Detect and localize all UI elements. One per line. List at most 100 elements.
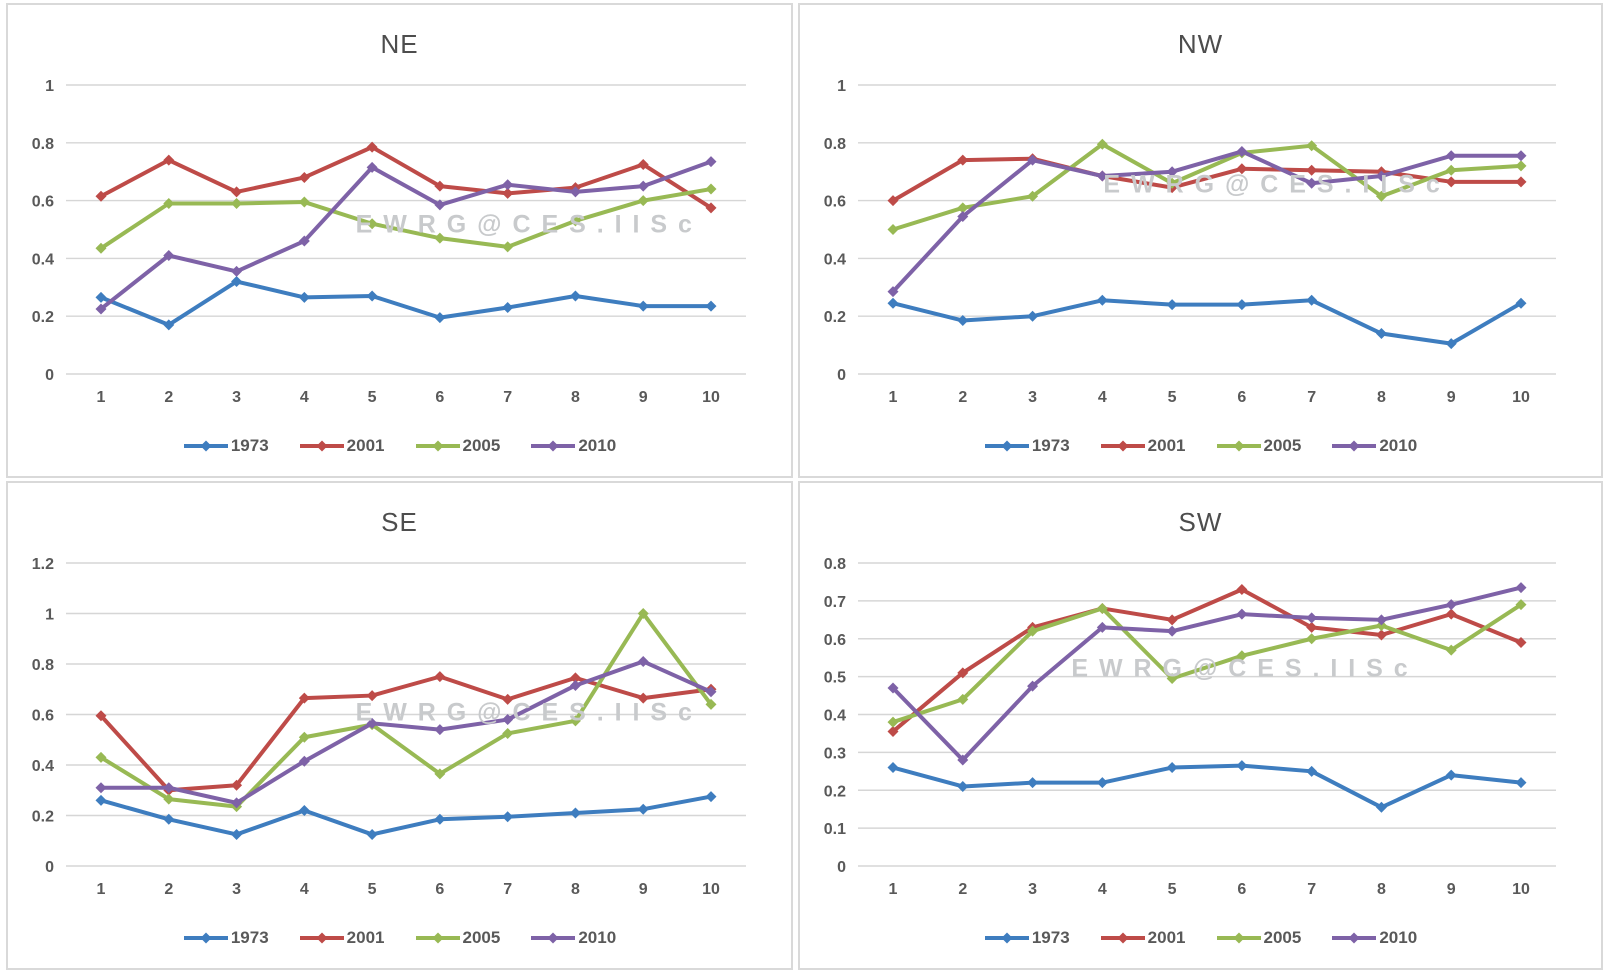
- data-point-marker: [1306, 164, 1318, 176]
- data-point-marker: [434, 813, 446, 825]
- y-axis-tick-label: 0.4: [824, 251, 846, 268]
- legend-marker-icon: [299, 932, 344, 944]
- data-point-marker: [298, 755, 310, 767]
- chart-title-nw: NW: [1177, 29, 1224, 59]
- series-line: [99, 674, 713, 793]
- data-point-marker: [569, 215, 581, 227]
- data-point-marker: [1375, 629, 1387, 641]
- data-point-marker: [502, 811, 514, 823]
- data-point-marker: [434, 232, 446, 244]
- data-point-marker: [957, 754, 969, 766]
- chart-legend-nw: 1973 2001 2005 2010: [800, 436, 1601, 456]
- data-point-marker: [1515, 297, 1527, 309]
- data-point-marker: [434, 671, 446, 683]
- data-point-marker: [1096, 170, 1108, 182]
- data-point-marker: [1166, 673, 1178, 685]
- x-axis-tick-label: 6: [435, 389, 444, 406]
- x-axis-tick-label: 5: [1168, 881, 1177, 898]
- data-point-marker: [1236, 145, 1248, 157]
- chart-title-se: SE: [381, 507, 418, 537]
- data-point-marker: [569, 679, 581, 691]
- data-point-marker: [502, 179, 514, 191]
- data-point-marker: [705, 686, 717, 698]
- data-point-marker: [957, 210, 969, 222]
- data-point-marker: [569, 715, 581, 727]
- data-point-marker: [231, 276, 243, 288]
- data-point-marker: [1515, 176, 1527, 188]
- series-1973: [887, 760, 1527, 813]
- legend-marker-icon: [415, 440, 460, 452]
- y-axis-tick-label: 0: [45, 367, 54, 384]
- data-point-marker: [231, 186, 243, 198]
- data-point-marker: [434, 180, 446, 192]
- legend-label: 2010: [1379, 928, 1418, 947]
- x-axis-tick-label: 8: [1377, 389, 1386, 406]
- data-point-marker: [95, 242, 107, 254]
- data-point-marker: [1306, 612, 1318, 624]
- y-axis-tick-label: 0.2: [32, 809, 54, 826]
- data-point-marker: [705, 698, 717, 710]
- legend-marker-icon: [531, 440, 576, 452]
- x-axis-tick-label: 10: [1512, 389, 1530, 406]
- data-point-marker: [1515, 599, 1527, 611]
- data-point-marker: [1027, 310, 1039, 322]
- data-point-marker: [1027, 680, 1039, 692]
- data-point-marker: [637, 195, 649, 207]
- legend-marker-icon: [183, 932, 228, 944]
- line-chart-ne: 0 0.2 0.4 0.6 0.8 1 1 2 3 4 5 6 7 8 9 10: [32, 78, 746, 406]
- x-axis-tick-label: 7: [1307, 389, 1316, 406]
- data-point-marker: [1236, 163, 1248, 175]
- y-axis-tick-label: 0.4: [32, 758, 54, 775]
- data-point-marker: [1096, 602, 1108, 614]
- data-point-marker: [366, 141, 378, 153]
- data-point-marker: [1027, 777, 1039, 789]
- x-axis-tick-label: 3: [232, 389, 241, 406]
- line-chart-nw: 0 0.2 0.4 0.6 0.8 1 1 2 3 4 5 6 7 8 9 10: [824, 78, 1556, 406]
- series-2010: [95, 655, 717, 809]
- data-point-marker: [1096, 621, 1108, 633]
- data-point-marker: [1236, 760, 1248, 772]
- y-axis-tick-label: 0: [837, 859, 846, 876]
- series-line: [891, 587, 1523, 734]
- data-point-marker: [298, 235, 310, 247]
- data-point-marker: [569, 672, 581, 684]
- legend-item-1973: 1973: [984, 436, 1070, 456]
- x-axis-tick-label: 10: [702, 389, 720, 406]
- legend-marker-icon: [1332, 932, 1377, 944]
- data-point-marker: [502, 302, 514, 314]
- y-axis-tick-label: 1: [45, 607, 54, 624]
- x-axis-tick-label: 4: [1098, 881, 1107, 898]
- x-axis-tick-label: 3: [232, 881, 241, 898]
- legend-item-1973: 1973: [183, 928, 269, 948]
- x-axis-tick-label: 10: [1512, 881, 1530, 898]
- legend-label: 1973: [1031, 928, 1070, 947]
- data-point-marker: [957, 315, 969, 327]
- y-axis-tick-label: 0.4: [824, 708, 846, 725]
- data-point-marker: [1375, 801, 1387, 813]
- data-point-marker: [95, 303, 107, 315]
- x-axis-tick-label: 3: [1028, 881, 1037, 898]
- series-2001: [887, 584, 1527, 738]
- x-axis-tick-label: 7: [503, 881, 512, 898]
- x-axis-tick-label: 2: [958, 389, 967, 406]
- data-point-marker: [502, 187, 514, 199]
- data-point-marker: [1096, 138, 1108, 150]
- legend-marker-icon: [415, 932, 460, 944]
- data-point-marker: [231, 797, 243, 809]
- data-point-marker: [887, 762, 899, 774]
- data-point-marker: [231, 779, 243, 791]
- series-2010: [887, 582, 1527, 766]
- data-point-marker: [366, 690, 378, 702]
- legend-label: 2001: [346, 928, 385, 947]
- legend-item-2010: 2010: [1331, 436, 1417, 456]
- data-point-marker: [957, 667, 969, 679]
- data-point-marker: [1236, 584, 1248, 596]
- legend-label: 1973: [230, 436, 269, 455]
- data-point-marker: [957, 780, 969, 792]
- x-axis-tick-label: 4: [300, 881, 309, 898]
- data-point-marker: [1166, 177, 1178, 189]
- legend-item-2005: 2005: [1216, 928, 1301, 948]
- data-point-marker: [298, 196, 310, 208]
- chart-title-sw: SW: [1178, 507, 1223, 537]
